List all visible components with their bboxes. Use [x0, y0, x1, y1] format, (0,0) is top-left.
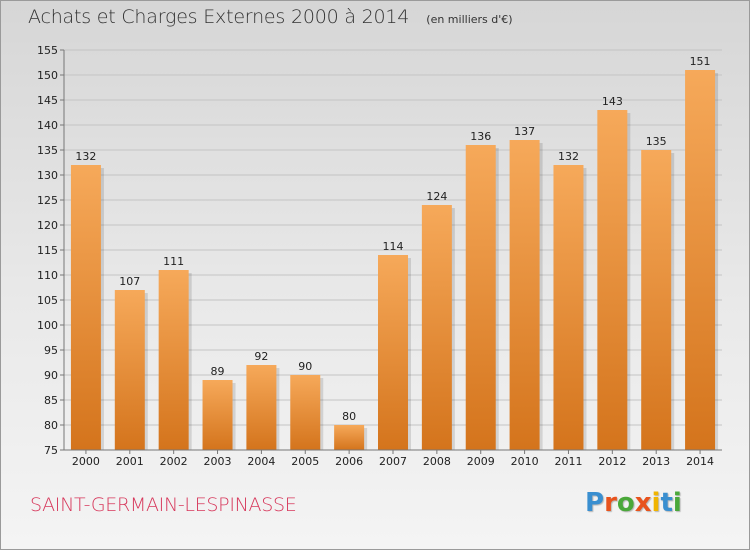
y-tick-label: 140 [37, 119, 58, 132]
x-tick-label: 2006 [335, 455, 363, 468]
axes [60, 49, 722, 454]
data-label: 107 [119, 275, 140, 288]
x-tick-label: 2002 [160, 455, 188, 468]
data-label: 90 [298, 360, 312, 373]
bar-2012 [597, 110, 628, 450]
bar-2008 [421, 205, 452, 450]
x-tick-label: 2007 [379, 455, 407, 468]
data-label: 124 [426, 190, 447, 203]
bar-2006 [334, 425, 365, 450]
bar-2000 [70, 165, 101, 450]
logo-letter: x [634, 488, 652, 518]
y-tick-label: 115 [37, 244, 58, 257]
chart-title: Achats et Charges Externes 2000 à 2014 [28, 6, 410, 28]
data-label: 80 [342, 410, 356, 423]
y-tick-label: 135 [37, 144, 58, 157]
logo-letter: i [672, 488, 682, 518]
data-label: 137 [514, 125, 535, 138]
data-label: 136 [470, 130, 491, 143]
y-tick-label: 120 [37, 219, 58, 232]
data-label: 143 [602, 95, 623, 108]
bar-2010 [509, 140, 540, 450]
chart-title-block: Achats et Charges Externes 2000 à 2014 (… [28, 6, 513, 28]
bar-2014 [685, 70, 716, 450]
bar-2002 [158, 270, 189, 450]
y-tick-label: 100 [37, 319, 58, 332]
x-tick-label: 2009 [467, 455, 495, 468]
x-tick-label: 2011 [554, 455, 582, 468]
bar-2007 [378, 255, 408, 450]
bar-2011 [553, 165, 584, 450]
bar-2013 [641, 150, 672, 450]
data-label: 151 [690, 55, 711, 68]
bar-2005 [290, 375, 321, 450]
data-label: 92 [254, 350, 268, 363]
x-tick-label: 2000 [72, 455, 100, 468]
x-tick-label: 2001 [116, 455, 144, 468]
logo-letter: P [585, 488, 605, 518]
y-tick-label: 105 [37, 294, 58, 307]
y-tick-label: 150 [37, 69, 58, 82]
x-tick-label: 2005 [291, 455, 319, 468]
data-label: 89 [211, 365, 225, 378]
data-label: 132 [558, 150, 579, 163]
chart-unit: (en milliers d'€) [426, 13, 513, 26]
commune-name: SAINT-GERMAIN-LESPINASSE [30, 494, 297, 516]
logo-letter: r [604, 488, 617, 518]
proxiti-logo: Proxiti [585, 488, 682, 518]
logo-letter: o [616, 488, 635, 518]
bar-2003 [202, 380, 233, 450]
logo-letter: t [660, 488, 673, 518]
data-label: 132 [75, 150, 96, 163]
y-tick-label: 85 [44, 394, 58, 407]
y-tick-label: 110 [37, 269, 58, 282]
x-tick-label: 2012 [598, 455, 626, 468]
y-tick-label: 130 [37, 169, 58, 182]
x-tick-label: 2008 [423, 455, 451, 468]
bar-2004 [246, 365, 277, 450]
data-label: 111 [163, 255, 184, 268]
x-tick-label: 2003 [204, 455, 232, 468]
logo-letter: i [651, 488, 661, 518]
y-tick-label: 155 [37, 44, 58, 57]
x-tick-label: 2014 [686, 455, 714, 468]
y-tick-label: 95 [44, 344, 58, 357]
data-label: 135 [646, 135, 667, 148]
data-label: 114 [383, 240, 404, 253]
y-tick-label: 80 [44, 419, 58, 432]
y-tick-label: 125 [37, 194, 58, 207]
bar-2001 [114, 290, 145, 450]
bars [70, 70, 719, 450]
y-tick-label: 75 [44, 444, 58, 457]
y-tick-label: 145 [37, 94, 58, 107]
bar-2009 [465, 145, 496, 450]
x-tick-label: 2004 [247, 455, 275, 468]
x-tick-label: 2013 [642, 455, 670, 468]
labels: 75 80 85 90 95 100 105 110 115 120 125 130 135 140 145… [37, 44, 714, 468]
y-tick-label: 90 [44, 369, 58, 382]
x-tick-label: 2010 [511, 455, 539, 468]
